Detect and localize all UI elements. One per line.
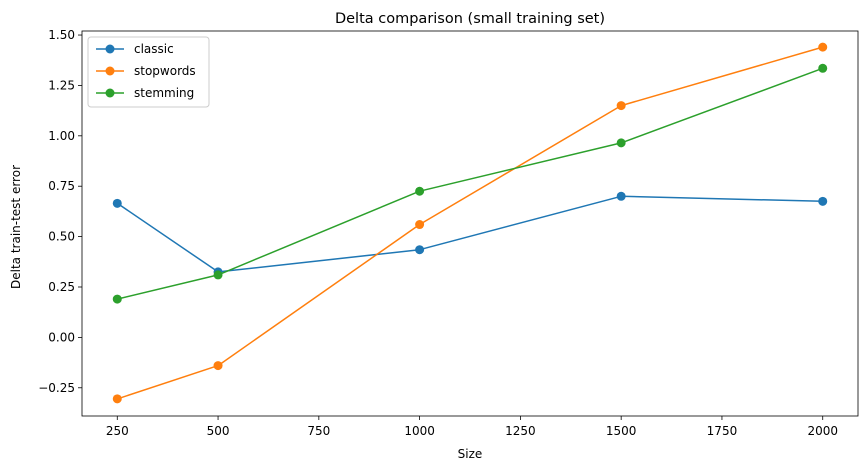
legend-box	[87, 36, 210, 108]
data-point-stemming	[112, 294, 122, 304]
x-tick-label: 1500	[606, 424, 637, 438]
y-tick-label: 0.50	[48, 230, 75, 244]
data-point-stemming	[616, 138, 626, 148]
data-point-stemming	[818, 63, 828, 73]
data-point-stemming	[415, 186, 425, 196]
y-tick-label: 0.25	[48, 280, 75, 294]
legend-marker-stopwords	[105, 66, 115, 76]
data-point-stopwords	[415, 220, 425, 230]
data-point-classic	[112, 198, 122, 208]
data-point-classic	[818, 196, 828, 206]
data-point-stopwords	[818, 42, 828, 52]
chart-title: Delta comparison (small training set)	[335, 11, 605, 27]
plot-area: −0.25 0.00 0.25 0.50 0.75 1.00 1.25 1.50 250 500 7…	[38, 28, 859, 438]
legend-marker-classic	[105, 44, 115, 54]
x-axis-label: Size	[458, 447, 483, 461]
plot-frame	[81, 30, 859, 417]
x-tick-label: 250	[106, 424, 129, 438]
y-tick-label: −0.25	[38, 381, 75, 395]
x-tick-label: 750	[307, 424, 330, 438]
x-tick-label: 2000	[807, 424, 838, 438]
y-axis-label: Delta train-test error	[9, 165, 23, 289]
y-tick-label: 1.25	[48, 78, 75, 92]
y-tick-label: 1.00	[48, 129, 75, 143]
data-point-stemming	[213, 270, 223, 280]
y-tick-label: 1.50	[48, 28, 75, 42]
legend-label-classic: classic	[134, 42, 174, 56]
data-point-classic	[616, 191, 626, 201]
y-tick-label: 0.75	[48, 179, 75, 193]
data-point-stopwords	[616, 101, 626, 111]
y-tick-label: 0.00	[48, 330, 75, 344]
x-tick-label: 1750	[707, 424, 738, 438]
x-tick-label: 1250	[505, 424, 536, 438]
legend-label-stemming: stemming	[134, 86, 194, 100]
x-tick-label: 1000	[404, 424, 435, 438]
x-tick-label: 500	[207, 424, 230, 438]
data-point-stopwords	[213, 361, 223, 371]
data-point-classic	[415, 245, 425, 255]
data-point-stopwords	[112, 394, 122, 404]
legend-label-stopwords: stopwords	[134, 64, 196, 78]
legend-marker-stemming	[105, 88, 115, 98]
